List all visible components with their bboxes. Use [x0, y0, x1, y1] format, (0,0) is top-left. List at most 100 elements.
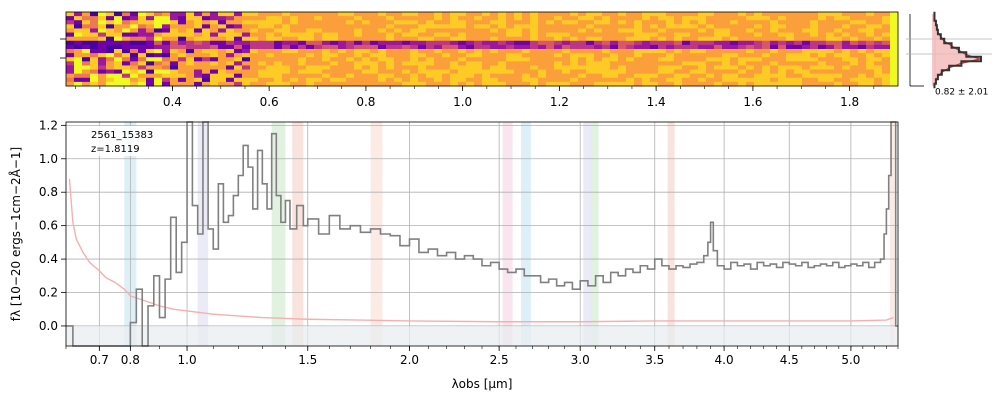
- heatmap-cell: [658, 61, 667, 66]
- heatmap-cell: [826, 20, 835, 25]
- heatmap-cell: [474, 65, 483, 70]
- heatmap-cell: [586, 49, 595, 54]
- heatmap-cell: [618, 81, 627, 87]
- heatmap-cell: [562, 32, 571, 38]
- heatmap-cell: [410, 40, 419, 46]
- heatmap-cell: [170, 61, 179, 66]
- heatmap-cell: [706, 69, 715, 75]
- heatmap-cell: [522, 77, 531, 83]
- heatmap-cell: [810, 69, 819, 75]
- heatmap-cell: [330, 69, 339, 75]
- heatmap-cell: [234, 20, 243, 25]
- heatmap-cell: [178, 12, 187, 17]
- heatmap-cell: [538, 28, 547, 33]
- heatmap-cell: [66, 44, 75, 50]
- heatmap-cell: [882, 40, 891, 46]
- heatmap-cell: [90, 12, 99, 17]
- heatmap-cell: [346, 69, 355, 75]
- heatmap-cell: [858, 12, 867, 17]
- heatmap-cell: [530, 44, 539, 50]
- heatmap-cell: [314, 32, 323, 38]
- heatmap-cell: [138, 65, 147, 70]
- heatmap-cell: [514, 65, 523, 70]
- heatmap-cell: [522, 53, 531, 58]
- heatmap-cell: [778, 20, 787, 25]
- heatmap-cell: [674, 40, 683, 46]
- heatmap-cell: [106, 77, 115, 83]
- heatmap-cell: [738, 53, 747, 58]
- heatmap-cell: [450, 81, 459, 87]
- heatmap-cell: [322, 57, 331, 62]
- heatmap-cell: [858, 16, 867, 21]
- heatmap-cell: [754, 40, 763, 46]
- heatmap-cell: [850, 16, 859, 21]
- heatmap-cell: [490, 49, 499, 54]
- heatmap-cell: [418, 16, 427, 21]
- heatmap-cell: [354, 12, 363, 17]
- heatmap-cell: [842, 57, 851, 62]
- heatmap-cell: [386, 81, 395, 87]
- heatmap-cell: [794, 81, 803, 87]
- heatmap-cell: [538, 24, 547, 29]
- heatmap-cell: [130, 57, 139, 62]
- heatmap-cell: [802, 24, 811, 29]
- heatmap-cell: [138, 61, 147, 66]
- heatmap-cell: [250, 65, 259, 70]
- heatmap-cell: [690, 69, 699, 75]
- heatmap-cell: [106, 53, 115, 58]
- heatmap-cell: [82, 32, 91, 38]
- heatmap-cell: [138, 28, 147, 33]
- heatmap-cell: [834, 53, 843, 58]
- heatmap-cell: [482, 57, 491, 62]
- heatmap-cell: [690, 28, 699, 33]
- heatmap-cell: [98, 36, 107, 42]
- heatmap-cell: [818, 24, 827, 29]
- heatmap-cell: [250, 81, 259, 87]
- heatmap-cell: [170, 77, 179, 83]
- heatmap-cell: [282, 44, 291, 50]
- heatmap-cell: [546, 49, 555, 54]
- heatmap-cell: [146, 65, 155, 70]
- heatmap-cell: [242, 24, 251, 29]
- heatmap-cell: [730, 53, 739, 58]
- heatmap-cell: [538, 49, 547, 54]
- heatmap-cell: [178, 24, 187, 29]
- heatmap-cell: [842, 40, 851, 46]
- object-label: 2561_15383: [91, 130, 153, 141]
- heatmap-cell: [866, 69, 875, 75]
- heatmap-cell: [554, 53, 563, 58]
- heatmap-cell: [442, 77, 451, 83]
- heatmap-cell: [90, 57, 99, 62]
- heatmap-cell: [498, 73, 507, 79]
- heatmap-cell: [370, 65, 379, 70]
- line-bands: [124, 122, 895, 346]
- heatmap-cell: [250, 53, 259, 58]
- heatmap-cell: [138, 77, 147, 83]
- heatmap-cell: [218, 28, 227, 33]
- heatmap-cell: [658, 77, 667, 83]
- heatmap-cell: [634, 49, 643, 54]
- heatmap-cell: [410, 77, 419, 83]
- heatmap-cell: [770, 40, 779, 46]
- heatmap-cell: [242, 61, 251, 66]
- heatmap-cell: [410, 57, 419, 62]
- heatmap-cell: [602, 44, 611, 50]
- heatmap-cell: [146, 73, 155, 79]
- heatmap-cell: [570, 20, 579, 25]
- heatmap-cell: [106, 32, 115, 38]
- heatmap-cell: [522, 16, 531, 21]
- heatmap-cell: [530, 12, 539, 17]
- heatmap-cell: [570, 12, 579, 17]
- heatmap-cell: [770, 65, 779, 70]
- heatmap-cell: [434, 24, 443, 29]
- heatmap-cell: [178, 65, 187, 70]
- heatmap-cell: [122, 12, 131, 17]
- heatmap-cell: [258, 49, 267, 54]
- heatmap-cell: [522, 40, 531, 46]
- heatmap-cell: [706, 65, 715, 70]
- heatmap-cell: [154, 32, 163, 38]
- heatmap-cell: [162, 57, 171, 62]
- heatmap-cell: [442, 32, 451, 38]
- heatmap-cell: [298, 77, 307, 83]
- heatmap-cell: [298, 40, 307, 46]
